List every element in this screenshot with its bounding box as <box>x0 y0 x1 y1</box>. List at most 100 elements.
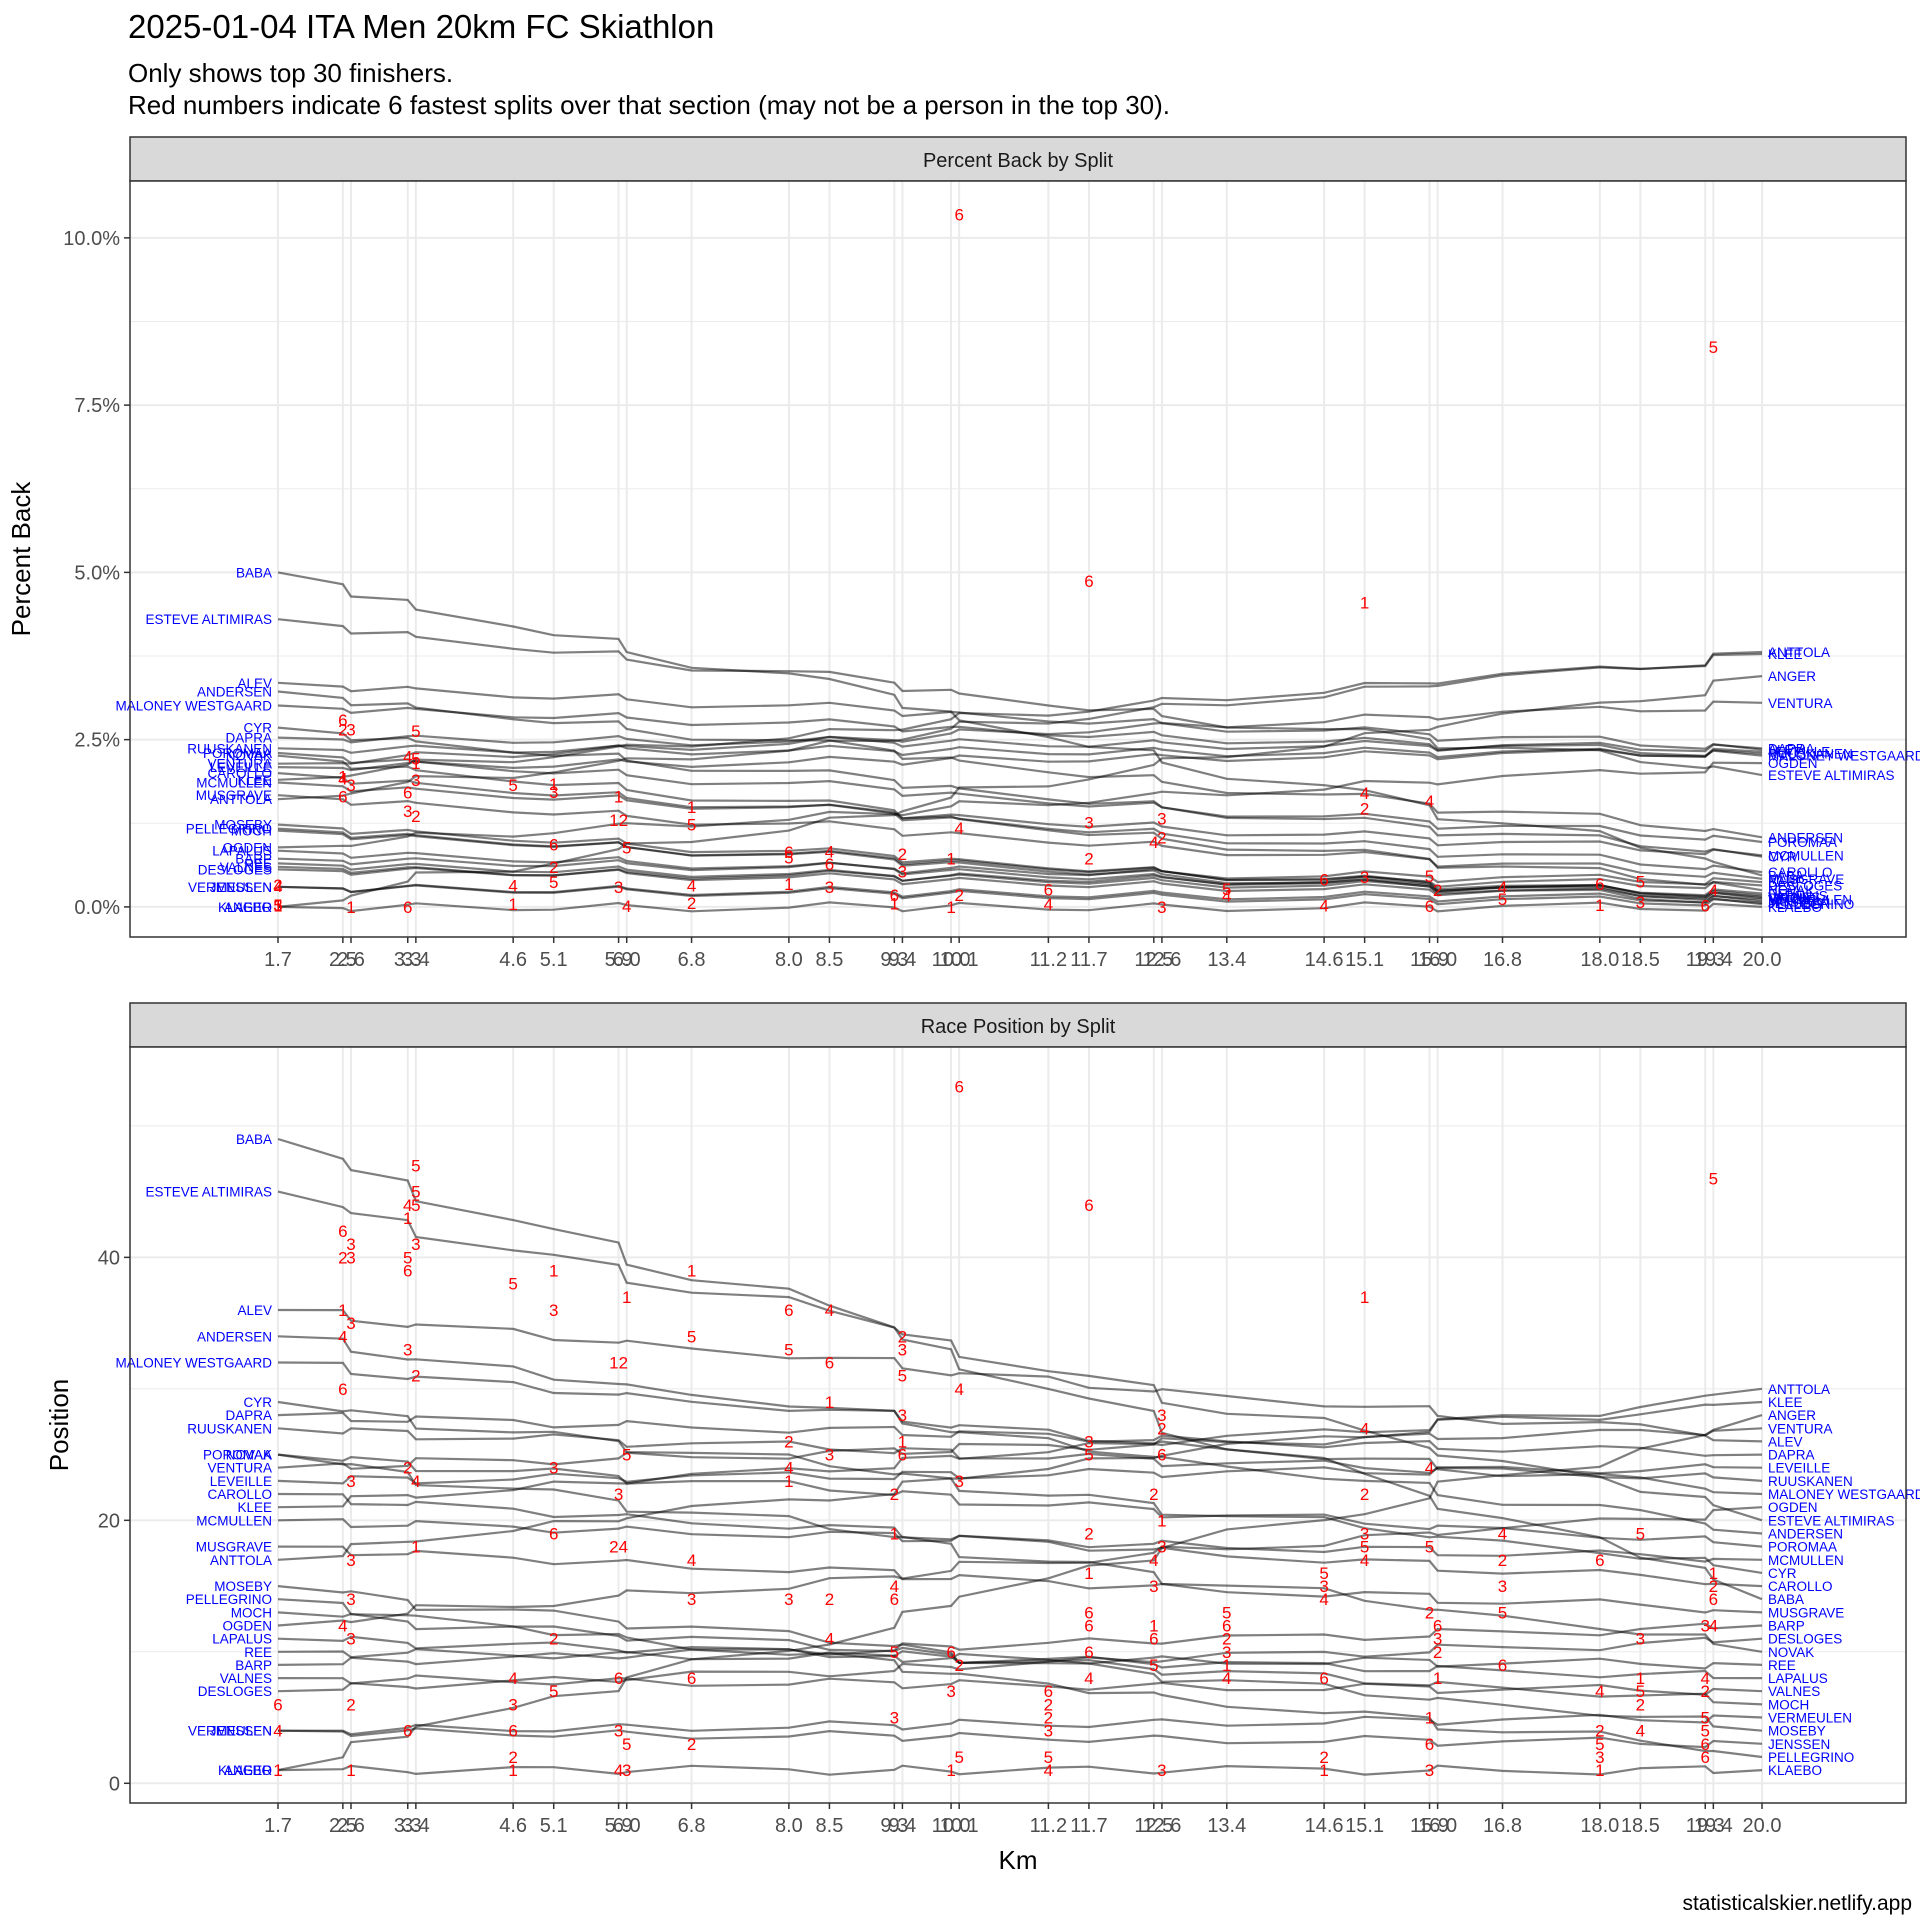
fast-split-number: 4 <box>403 747 412 766</box>
fast-split-number: 1 <box>1433 1669 1442 1688</box>
athlete-end-label: VENTURA <box>1768 1421 1833 1436</box>
x-tick-label: 6.8 <box>678 949 706 971</box>
x-tick-label: 8.0 <box>775 949 803 971</box>
fast-split-number: 4 <box>1709 881 1718 900</box>
athlete-start-label: ANTTOLA <box>210 792 272 807</box>
athlete-end-label: OGDEN <box>1768 756 1818 771</box>
athlete-start-label: POROMAA <box>203 1448 272 1463</box>
fast-split-number: 5 <box>1044 1748 1053 1767</box>
athlete-end-label: VERMEULEN <box>1768 893 1852 908</box>
fast-split-number: 6 <box>954 205 963 224</box>
fast-split-number: 5 <box>273 896 282 915</box>
fast-split-number: 3 <box>1360 868 1369 887</box>
athlete-start-label: POROMAA <box>203 746 272 761</box>
athlete-line <box>277 1137 1763 1601</box>
x-tick-label: 16.8 <box>1483 949 1522 971</box>
x-tick-label: 19.4 <box>1694 1815 1733 1837</box>
fast-split-number: 4 <box>1360 1551 1369 1570</box>
fast-split-number: 1 <box>338 1301 347 1320</box>
athlete-end-label: JENSSEN <box>1768 896 1830 911</box>
athlete-end-label: LEVEILLE <box>1768 745 1830 760</box>
athlete-end-label: MOCH <box>1768 1697 1809 1712</box>
fast-split-number: 6 <box>1701 1735 1710 1754</box>
x-tick-label: 15.9 <box>1410 949 1449 971</box>
athlete-line <box>277 618 1763 777</box>
fast-split-number: 2 <box>338 721 347 740</box>
x-tick-label: 12.6 <box>1142 949 1181 971</box>
fast-split-number: 3 <box>346 1235 355 1254</box>
fast-split-number: 6 <box>1701 1748 1710 1767</box>
fast-split-number: 5 <box>1636 1682 1645 1701</box>
fast-split-number: 3 <box>898 1340 907 1359</box>
fast-split-number: 3 <box>1157 810 1166 829</box>
fast-split-number: 1 <box>411 1538 420 1557</box>
fast-split-number: 1 <box>549 1262 558 1281</box>
x-tick-label: 6.8 <box>678 1815 706 1837</box>
athlete-end-label: ANGER <box>1768 669 1816 684</box>
athlete-line <box>277 884 1763 907</box>
athlete-start-label: MCMULLEN <box>196 1513 272 1528</box>
fast-split-number: 4 <box>1425 792 1434 811</box>
fast-split-number: 4 <box>954 1380 963 1399</box>
fast-split-number: 2 <box>411 807 420 826</box>
fast-split-number: 3 <box>411 1235 420 1254</box>
fast-split-number: 3 <box>1084 1432 1093 1451</box>
fast-split-number: 6 <box>825 855 834 874</box>
x-tick-label: 9.3 <box>880 1815 908 1837</box>
fast-split-number: 4 <box>403 1196 412 1215</box>
athlete-start-label: DAPRA <box>225 731 272 746</box>
athlete-line <box>277 865 1763 900</box>
athlete-line <box>277 1635 1763 1680</box>
x-tick-label: 19.4 <box>1694 949 1733 971</box>
athlete-line <box>277 1427 1763 1470</box>
x-tick-label: 2.5 <box>329 949 357 971</box>
fast-split-number: 3 <box>825 878 834 897</box>
fast-split-number: 6 <box>1084 1603 1093 1622</box>
fast-split-number: 3 <box>346 721 355 740</box>
fast-split-number: 4 <box>1498 1524 1507 1543</box>
panel-strip <box>129 136 1907 182</box>
x-tick-label: 13.4 <box>1207 1815 1246 1837</box>
fast-split-number: 5 <box>403 1248 412 1267</box>
x-tick-label: 16.0 <box>1418 949 1457 971</box>
fast-split-number: 1 <box>1157 1511 1166 1530</box>
athlete-line <box>278 1713 1763 1736</box>
fast-split-number: 3 <box>1319 1577 1328 1596</box>
fast-split-number: 6 <box>1084 1196 1093 1215</box>
fast-split-number: 2 <box>898 845 907 864</box>
fast-split-number: 6 <box>1319 1669 1328 1688</box>
fast-split-number: 5 <box>687 816 696 835</box>
fast-split-number: 3 <box>946 1682 955 1701</box>
fast-split-number: 3 <box>346 776 355 795</box>
fast-split-number: 5 <box>1149 1656 1158 1675</box>
fast-split-number: 2 <box>1425 1603 1434 1622</box>
fast-split-number: 6 <box>825 1354 834 1373</box>
fast-split-number: 5 <box>1701 1722 1710 1741</box>
fast-split-number: 2 <box>1636 1695 1645 1714</box>
fast-split-number: 5 <box>1425 1538 1434 1557</box>
fast-split-number: 3 <box>898 1406 907 1425</box>
athlete-line <box>277 1727 1763 1749</box>
fast-split-number: 1 <box>784 1472 793 1491</box>
fast-split-number: 3 <box>346 1590 355 1609</box>
fast-split-number: 1 <box>1360 1288 1369 1307</box>
panel-strip <box>129 1002 1907 1048</box>
fast-split-number: 1 <box>1360 593 1369 612</box>
fast-split-number: 3 <box>1498 1577 1507 1596</box>
athlete-end-label: KLAEBO <box>1768 900 1822 915</box>
athlete-line <box>277 1518 1763 1563</box>
athlete-end-label: MOSEBY <box>1768 1724 1826 1739</box>
athlete-end-label: PELLEGRINO <box>1768 1750 1854 1765</box>
athlete-line <box>277 1506 1763 1627</box>
athlete-end-label: KLEE <box>1768 647 1803 662</box>
athlete-end-label: MALONEY WESTGAARD <box>1768 1487 1920 1502</box>
y-axis-title: Percent Back <box>6 481 36 637</box>
fast-split-number: 2 <box>411 1367 420 1386</box>
x-tick-label: 16.0 <box>1418 1815 1457 1837</box>
fast-split-number: 1 <box>946 850 955 869</box>
athlete-start-label: ANTTOLA <box>210 1553 272 1568</box>
fast-split-number: 1 <box>687 1262 696 1281</box>
athlete-start-label: ALEV <box>237 676 272 691</box>
athlete-end-label: ALEV <box>1768 743 1803 758</box>
fast-split-number: 3 <box>1084 814 1093 833</box>
